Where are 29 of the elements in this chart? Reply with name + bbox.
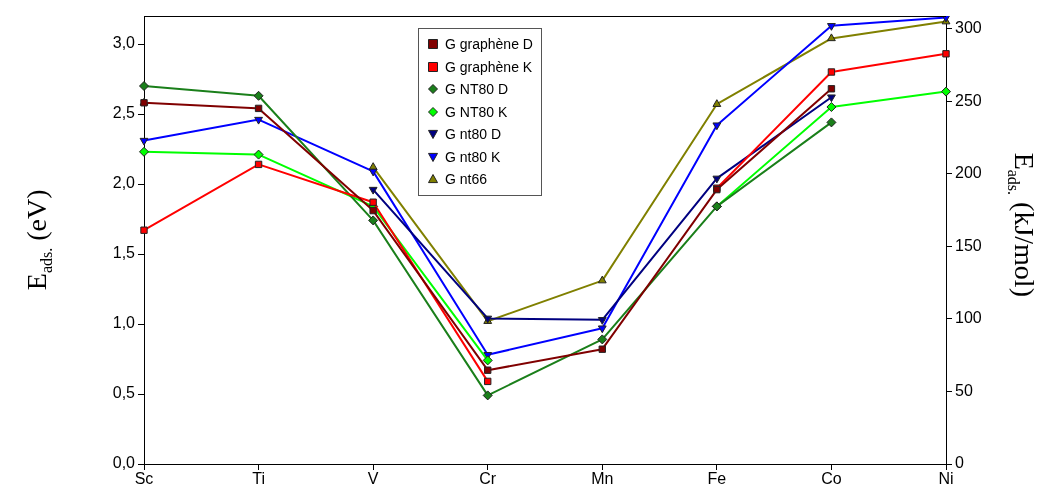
y-tick-label: 2,5 [112, 104, 136, 122]
y2-tick-label: 50 [955, 381, 973, 399]
y-tick-label: 1,0 [112, 314, 136, 332]
y2-tick-label: 300 [955, 19, 982, 37]
legend-label: G NT80 K [445, 103, 508, 120]
y2-tick-label: 150 [955, 236, 982, 254]
y-tick-label: 1,5 [112, 244, 136, 262]
x-tick-label: Mn [591, 470, 614, 488]
y2-tick-label: 250 [955, 91, 982, 109]
y-tick-label: 3,0 [112, 34, 136, 52]
x-tick-label: Ti [252, 470, 265, 488]
y2-tick-label: 200 [955, 164, 982, 182]
legend-label: G nt80 K [445, 148, 501, 165]
y-tick-label: 0,0 [112, 454, 136, 472]
legend-label: G graphène D [445, 36, 533, 53]
x-tick-label: Fe [707, 470, 727, 488]
y-tick-label: 0,5 [112, 384, 136, 402]
legend-label: G NT80 D [445, 81, 509, 98]
x-tick-label: Ni [938, 470, 954, 488]
x-tick-label: Cr [479, 470, 497, 488]
legend-label: G nt66 [445, 171, 488, 188]
legend-label: G graphène K [445, 58, 533, 75]
legend-label: G nt80 D [445, 126, 502, 143]
y2-tick-label: 100 [955, 309, 982, 327]
y2-tick-label: 0 [955, 454, 964, 472]
x-tick-label: Sc [134, 470, 154, 488]
x-tick-label: Co [821, 470, 842, 488]
y-tick-label: 2,0 [112, 174, 136, 192]
x-tick-label: V [367, 470, 379, 488]
